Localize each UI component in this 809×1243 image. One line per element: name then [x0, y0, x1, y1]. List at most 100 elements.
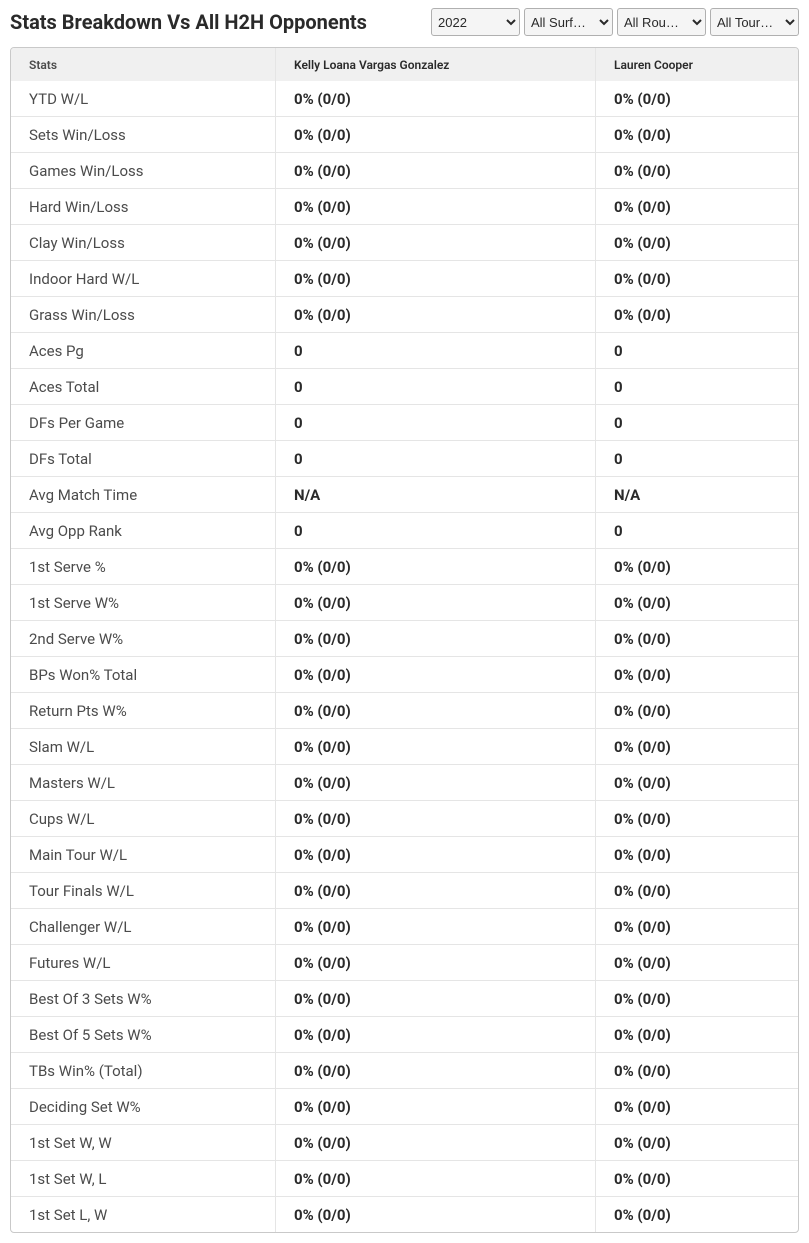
- stat-label: TBs Win% (Total): [11, 1053, 275, 1088]
- table-row: Avg Match TimeN/AN/A: [11, 476, 798, 512]
- stat-value-player1: 0% (0/0): [275, 981, 595, 1016]
- stat-value-player2: 0% (0/0): [595, 585, 798, 620]
- stat-value-player1: 0% (0/0): [275, 1017, 595, 1052]
- stat-value-player1: 0: [275, 369, 595, 404]
- stat-value-player1: 0% (0/0): [275, 765, 595, 800]
- stat-value-player2: 0% (0/0): [595, 729, 798, 764]
- stat-label: Return Pts W%: [11, 693, 275, 728]
- table-row: Masters W/L0% (0/0)0% (0/0): [11, 764, 798, 800]
- stat-value-player2: 0% (0/0): [595, 1161, 798, 1196]
- stat-label: Challenger W/L: [11, 909, 275, 944]
- stat-value-player2: 0% (0/0): [595, 1053, 798, 1088]
- stat-label: 1st Serve W%: [11, 585, 275, 620]
- stat-value-player2: 0% (0/0): [595, 225, 798, 260]
- stat-label: Sets Win/Loss: [11, 117, 275, 152]
- stat-value-player2: 0% (0/0): [595, 765, 798, 800]
- table-row: 2nd Serve W%0% (0/0)0% (0/0): [11, 620, 798, 656]
- stat-value-player1: 0: [275, 441, 595, 476]
- stat-value-player1: 0% (0/0): [275, 297, 595, 332]
- stat-value-player1: 0% (0/0): [275, 585, 595, 620]
- table-row: Cups W/L0% (0/0)0% (0/0): [11, 800, 798, 836]
- stats-table: Stats Kelly Loana Vargas Gonzalez Lauren…: [10, 47, 799, 1233]
- stat-label: Hard Win/Loss: [11, 189, 275, 224]
- table-row: Aces Pg00: [11, 332, 798, 368]
- stat-value-player2: 0% (0/0): [595, 657, 798, 692]
- stat-value-player2: 0% (0/0): [595, 909, 798, 944]
- filter-bar: 202220212020 All Surf…HardClayGrass All …: [431, 8, 799, 36]
- stat-label: 1st Set L, W: [11, 1197, 275, 1232]
- stat-label: Masters W/L: [11, 765, 275, 800]
- table-row: Clay Win/Loss0% (0/0)0% (0/0): [11, 224, 798, 260]
- stat-value-player2: 0% (0/0): [595, 621, 798, 656]
- stat-value-player2: 0% (0/0): [595, 1017, 798, 1052]
- table-row: Games Win/Loss0% (0/0)0% (0/0): [11, 152, 798, 188]
- stat-value-player2: 0: [595, 405, 798, 440]
- tour-select[interactable]: All Tour…MainChallenger: [710, 8, 799, 36]
- table-row: Main Tour W/L0% (0/0)0% (0/0): [11, 836, 798, 872]
- table-row: 1st Set L, W0% (0/0)0% (0/0): [11, 1196, 798, 1232]
- table-header-row: Stats Kelly Loana Vargas Gonzalez Lauren…: [11, 48, 798, 81]
- table-row: TBs Win% (Total)0% (0/0)0% (0/0): [11, 1052, 798, 1088]
- stat-value-player1: 0% (0/0): [275, 153, 595, 188]
- year-select[interactable]: 202220212020: [431, 8, 520, 36]
- stat-value-player1: 0% (0/0): [275, 693, 595, 728]
- table-row: 1st Serve W%0% (0/0)0% (0/0): [11, 584, 798, 620]
- col-header-player2: Lauren Cooper: [595, 48, 798, 81]
- stat-value-player1: 0% (0/0): [275, 837, 595, 872]
- surface-select[interactable]: All Surf…HardClayGrass: [524, 8, 613, 36]
- table-row: Grass Win/Loss0% (0/0)0% (0/0): [11, 296, 798, 332]
- stat-label: 1st Set W, W: [11, 1125, 275, 1160]
- stat-value-player2: 0% (0/0): [595, 1089, 798, 1124]
- stat-label: Futures W/L: [11, 945, 275, 980]
- stat-value-player1: 0: [275, 333, 595, 368]
- table-row: Indoor Hard W/L0% (0/0)0% (0/0): [11, 260, 798, 296]
- stat-label: Avg Match Time: [11, 477, 275, 512]
- stat-value-player2: 0% (0/0): [595, 981, 798, 1016]
- stat-value-player2: 0% (0/0): [595, 189, 798, 224]
- stat-value-player1: 0% (0/0): [275, 801, 595, 836]
- table-row: Avg Opp Rank00: [11, 512, 798, 548]
- page-header: Stats Breakdown Vs All H2H Opponents 202…: [0, 0, 809, 44]
- stat-value-player2: 0% (0/0): [595, 549, 798, 584]
- stat-value-player2: 0% (0/0): [595, 693, 798, 728]
- col-header-player1: Kelly Loana Vargas Gonzalez: [275, 48, 595, 81]
- stat-value-player2: N/A: [595, 477, 798, 512]
- table-row: BPs Won% Total0% (0/0)0% (0/0): [11, 656, 798, 692]
- stat-label: Cups W/L: [11, 801, 275, 836]
- table-row: YTD W/L0% (0/0)0% (0/0): [11, 81, 798, 116]
- stat-value-player2: 0% (0/0): [595, 261, 798, 296]
- stat-label: BPs Won% Total: [11, 657, 275, 692]
- stat-value-player2: 0: [595, 441, 798, 476]
- stat-label: Avg Opp Rank: [11, 513, 275, 548]
- stat-label: Best Of 5 Sets W%: [11, 1017, 275, 1052]
- stat-label: 1st Set W, L: [11, 1161, 275, 1196]
- table-row: Futures W/L0% (0/0)0% (0/0): [11, 944, 798, 980]
- page-title: Stats Breakdown Vs All H2H Opponents: [10, 10, 367, 34]
- table-row: Slam W/L0% (0/0)0% (0/0): [11, 728, 798, 764]
- stat-value-player1: 0% (0/0): [275, 189, 595, 224]
- stat-value-player2: 0: [595, 513, 798, 548]
- stat-value-player2: 0% (0/0): [595, 81, 798, 116]
- stat-label: Clay Win/Loss: [11, 225, 275, 260]
- table-row: DFs Total00: [11, 440, 798, 476]
- table-row: Hard Win/Loss0% (0/0)0% (0/0): [11, 188, 798, 224]
- stats-table-wrapper: Stats Kelly Loana Vargas Gonzalez Lauren…: [0, 44, 809, 1243]
- stat-label: Aces Pg: [11, 333, 275, 368]
- stat-value-player2: 0% (0/0): [595, 873, 798, 908]
- stat-value-player1: 0% (0/0): [275, 549, 595, 584]
- stat-value-player1: 0% (0/0): [275, 261, 595, 296]
- stat-value-player1: 0% (0/0): [275, 1053, 595, 1088]
- stat-value-player2: 0: [595, 369, 798, 404]
- stat-value-player1: 0% (0/0): [275, 657, 595, 692]
- stat-label: Indoor Hard W/L: [11, 261, 275, 296]
- stat-label: DFs Total: [11, 441, 275, 476]
- table-row: Sets Win/Loss0% (0/0)0% (0/0): [11, 116, 798, 152]
- stat-value-player1: 0% (0/0): [275, 873, 595, 908]
- stat-value-player1: N/A: [275, 477, 595, 512]
- table-row: Challenger W/L0% (0/0)0% (0/0): [11, 908, 798, 944]
- table-row: Deciding Set W%0% (0/0)0% (0/0): [11, 1088, 798, 1124]
- round-select[interactable]: All Rou…FinalSFQF: [617, 8, 706, 36]
- stat-label: Main Tour W/L: [11, 837, 275, 872]
- stat-value-player2: 0% (0/0): [595, 117, 798, 152]
- table-row: Best Of 3 Sets W%0% (0/0)0% (0/0): [11, 980, 798, 1016]
